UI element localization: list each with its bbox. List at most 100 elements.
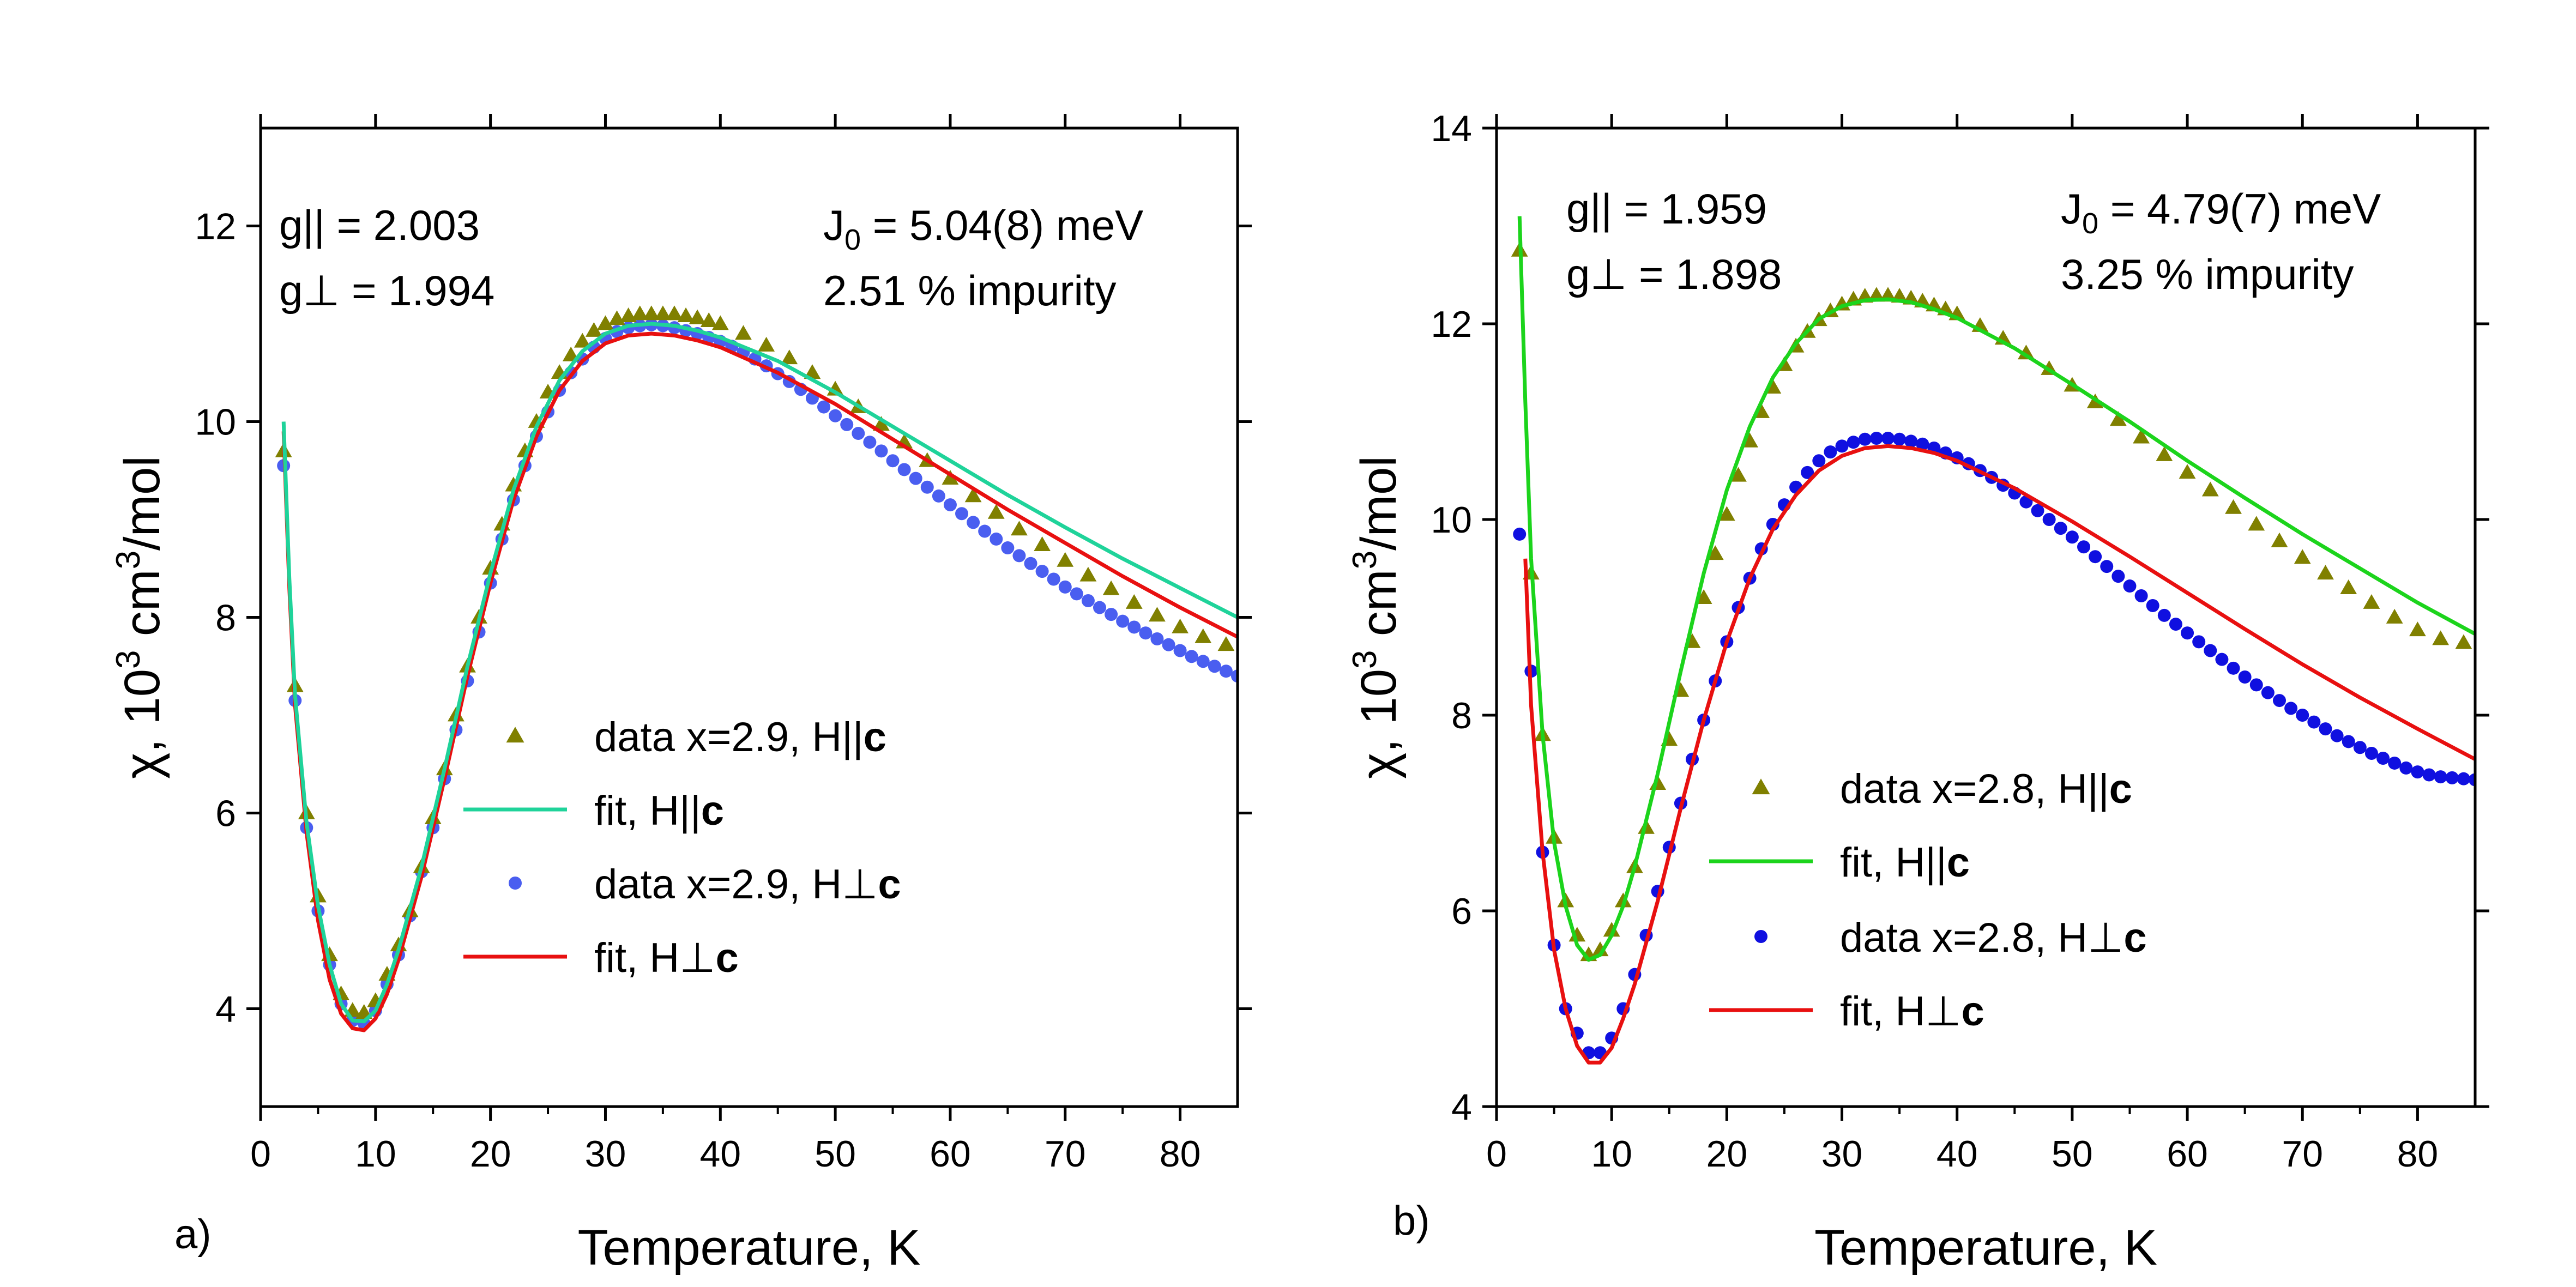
data-point-perp	[2215, 652, 2229, 666]
data-point-perp	[863, 436, 877, 449]
data-point-par	[1568, 927, 1586, 942]
data-point-par	[711, 315, 729, 330]
data-point-perp	[1801, 466, 1814, 479]
data-point-par	[1217, 636, 1235, 651]
data-point-par	[2109, 411, 2127, 426]
data-point-perp	[1847, 436, 1860, 449]
data-point-perp	[1916, 437, 1929, 451]
data-point-perp	[2330, 729, 2344, 742]
data-point-perp	[1001, 541, 1015, 555]
data-point-par	[1102, 580, 1120, 595]
data-point-perp	[990, 532, 1003, 546]
x-tick-label: 60	[930, 1133, 971, 1175]
data-point-perp	[2054, 522, 2067, 535]
data-point-perp	[1904, 434, 1918, 448]
legend-symbol-tri	[506, 727, 524, 743]
x-tick-label: 30	[1821, 1133, 1863, 1175]
data-point-par	[987, 504, 1005, 519]
data-point-perp	[2399, 761, 2413, 775]
x-axis-label: Temperature, K	[1814, 1220, 2157, 1276]
y-tick-label: 8	[215, 597, 236, 639]
data-point-perp	[2445, 771, 2459, 784]
annotation-j0: J0 = 4.79(7) meV	[2061, 185, 2381, 240]
data-point-par	[758, 336, 775, 352]
data-point-perp	[2342, 735, 2355, 748]
x-tick-label: 80	[1160, 1133, 1201, 1175]
data-point-par	[1591, 941, 1609, 957]
data-point-perp	[2042, 513, 2056, 526]
data-point-perp	[1093, 601, 1107, 614]
data-point-perp	[1035, 565, 1049, 578]
x-tick-label: 10	[1591, 1133, 1632, 1175]
data-point-perp	[943, 498, 957, 512]
annotation-g-par: g|| = 2.003	[279, 201, 480, 249]
data-point-par	[2201, 481, 2219, 497]
data-point-par	[585, 322, 602, 337]
legend-entry: fit, H⊥c	[594, 935, 739, 981]
x-tick-label: 0	[1486, 1133, 1507, 1175]
data-point-perp	[978, 524, 992, 538]
data-point-perp	[1162, 638, 1175, 651]
plot-area	[275, 305, 1238, 1032]
data-point-par	[735, 325, 752, 340]
data-point-perp	[2192, 635, 2206, 649]
data-point-perp	[817, 400, 831, 414]
data-point-perp	[2169, 618, 2182, 631]
data-point-par	[574, 333, 591, 348]
data-point-perp	[2422, 768, 2436, 782]
x-tick-label: 60	[2167, 1133, 2208, 1175]
x-tick-label: 0	[250, 1133, 271, 1175]
data-point-par	[1079, 566, 1097, 582]
data-point-par	[2018, 345, 2035, 360]
data-point-perp	[1893, 432, 1907, 446]
data-point-perp	[1139, 626, 1153, 640]
data-point-par	[2294, 549, 2311, 564]
annotation-j0: J0 = 5.04(8) meV	[823, 201, 1143, 256]
data-point-par	[804, 364, 821, 379]
data-point-perp	[2249, 678, 2263, 692]
data-point-perp	[1127, 620, 1141, 634]
data-point-par	[2386, 608, 2403, 624]
data-point-perp	[2123, 579, 2137, 593]
data-point-par	[1195, 628, 1212, 643]
data-point-perp	[2364, 747, 2378, 760]
data-point-perp	[2181, 626, 2194, 640]
panel-label: a)	[174, 1211, 212, 1258]
y-axis-label: χ, 103 cm3/mol	[110, 456, 170, 779]
data-point-par	[2133, 428, 2150, 444]
data-point-perp	[2469, 773, 2475, 787]
data-point-par	[1172, 618, 1189, 633]
legend-entry: data x=2.9, H||c	[594, 714, 886, 760]
data-point-perp	[1824, 445, 1837, 459]
data-point-perp	[1024, 557, 1037, 570]
y-tick-label: 4	[215, 989, 236, 1030]
y-tick-label: 12	[195, 206, 236, 247]
y-tick-label: 10	[195, 402, 236, 443]
data-point-par	[1034, 536, 1051, 552]
data-point-perp	[886, 454, 900, 468]
data-point-perp	[2261, 686, 2275, 699]
x-tick-label: 20	[1706, 1133, 1748, 1175]
data-point-perp	[1835, 439, 1849, 453]
data-point-par	[700, 312, 717, 327]
data-point-par	[1011, 521, 1028, 536]
data-point-par	[2455, 634, 2472, 649]
data-point-perp	[955, 507, 969, 521]
legend-entry: fit, H||c	[1840, 839, 1970, 886]
y-tick-label: 10	[1431, 499, 1472, 541]
x-tick-label: 40	[699, 1133, 741, 1175]
data-point-perp	[1812, 454, 1826, 468]
x-tick-label: 10	[355, 1133, 396, 1175]
data-point-perp	[2284, 702, 2298, 715]
data-point-perp	[2100, 560, 2114, 573]
data-point-perp	[2089, 550, 2102, 564]
data-point-perp	[1513, 527, 1527, 541]
data-point-par	[677, 307, 695, 322]
y-tick-label: 12	[1431, 304, 1472, 345]
data-point-perp	[967, 516, 980, 529]
data-point-perp	[1070, 587, 1083, 601]
data-point-perp	[1196, 655, 1210, 668]
data-point-perp	[1231, 669, 1238, 683]
data-point-par	[2225, 499, 2242, 514]
